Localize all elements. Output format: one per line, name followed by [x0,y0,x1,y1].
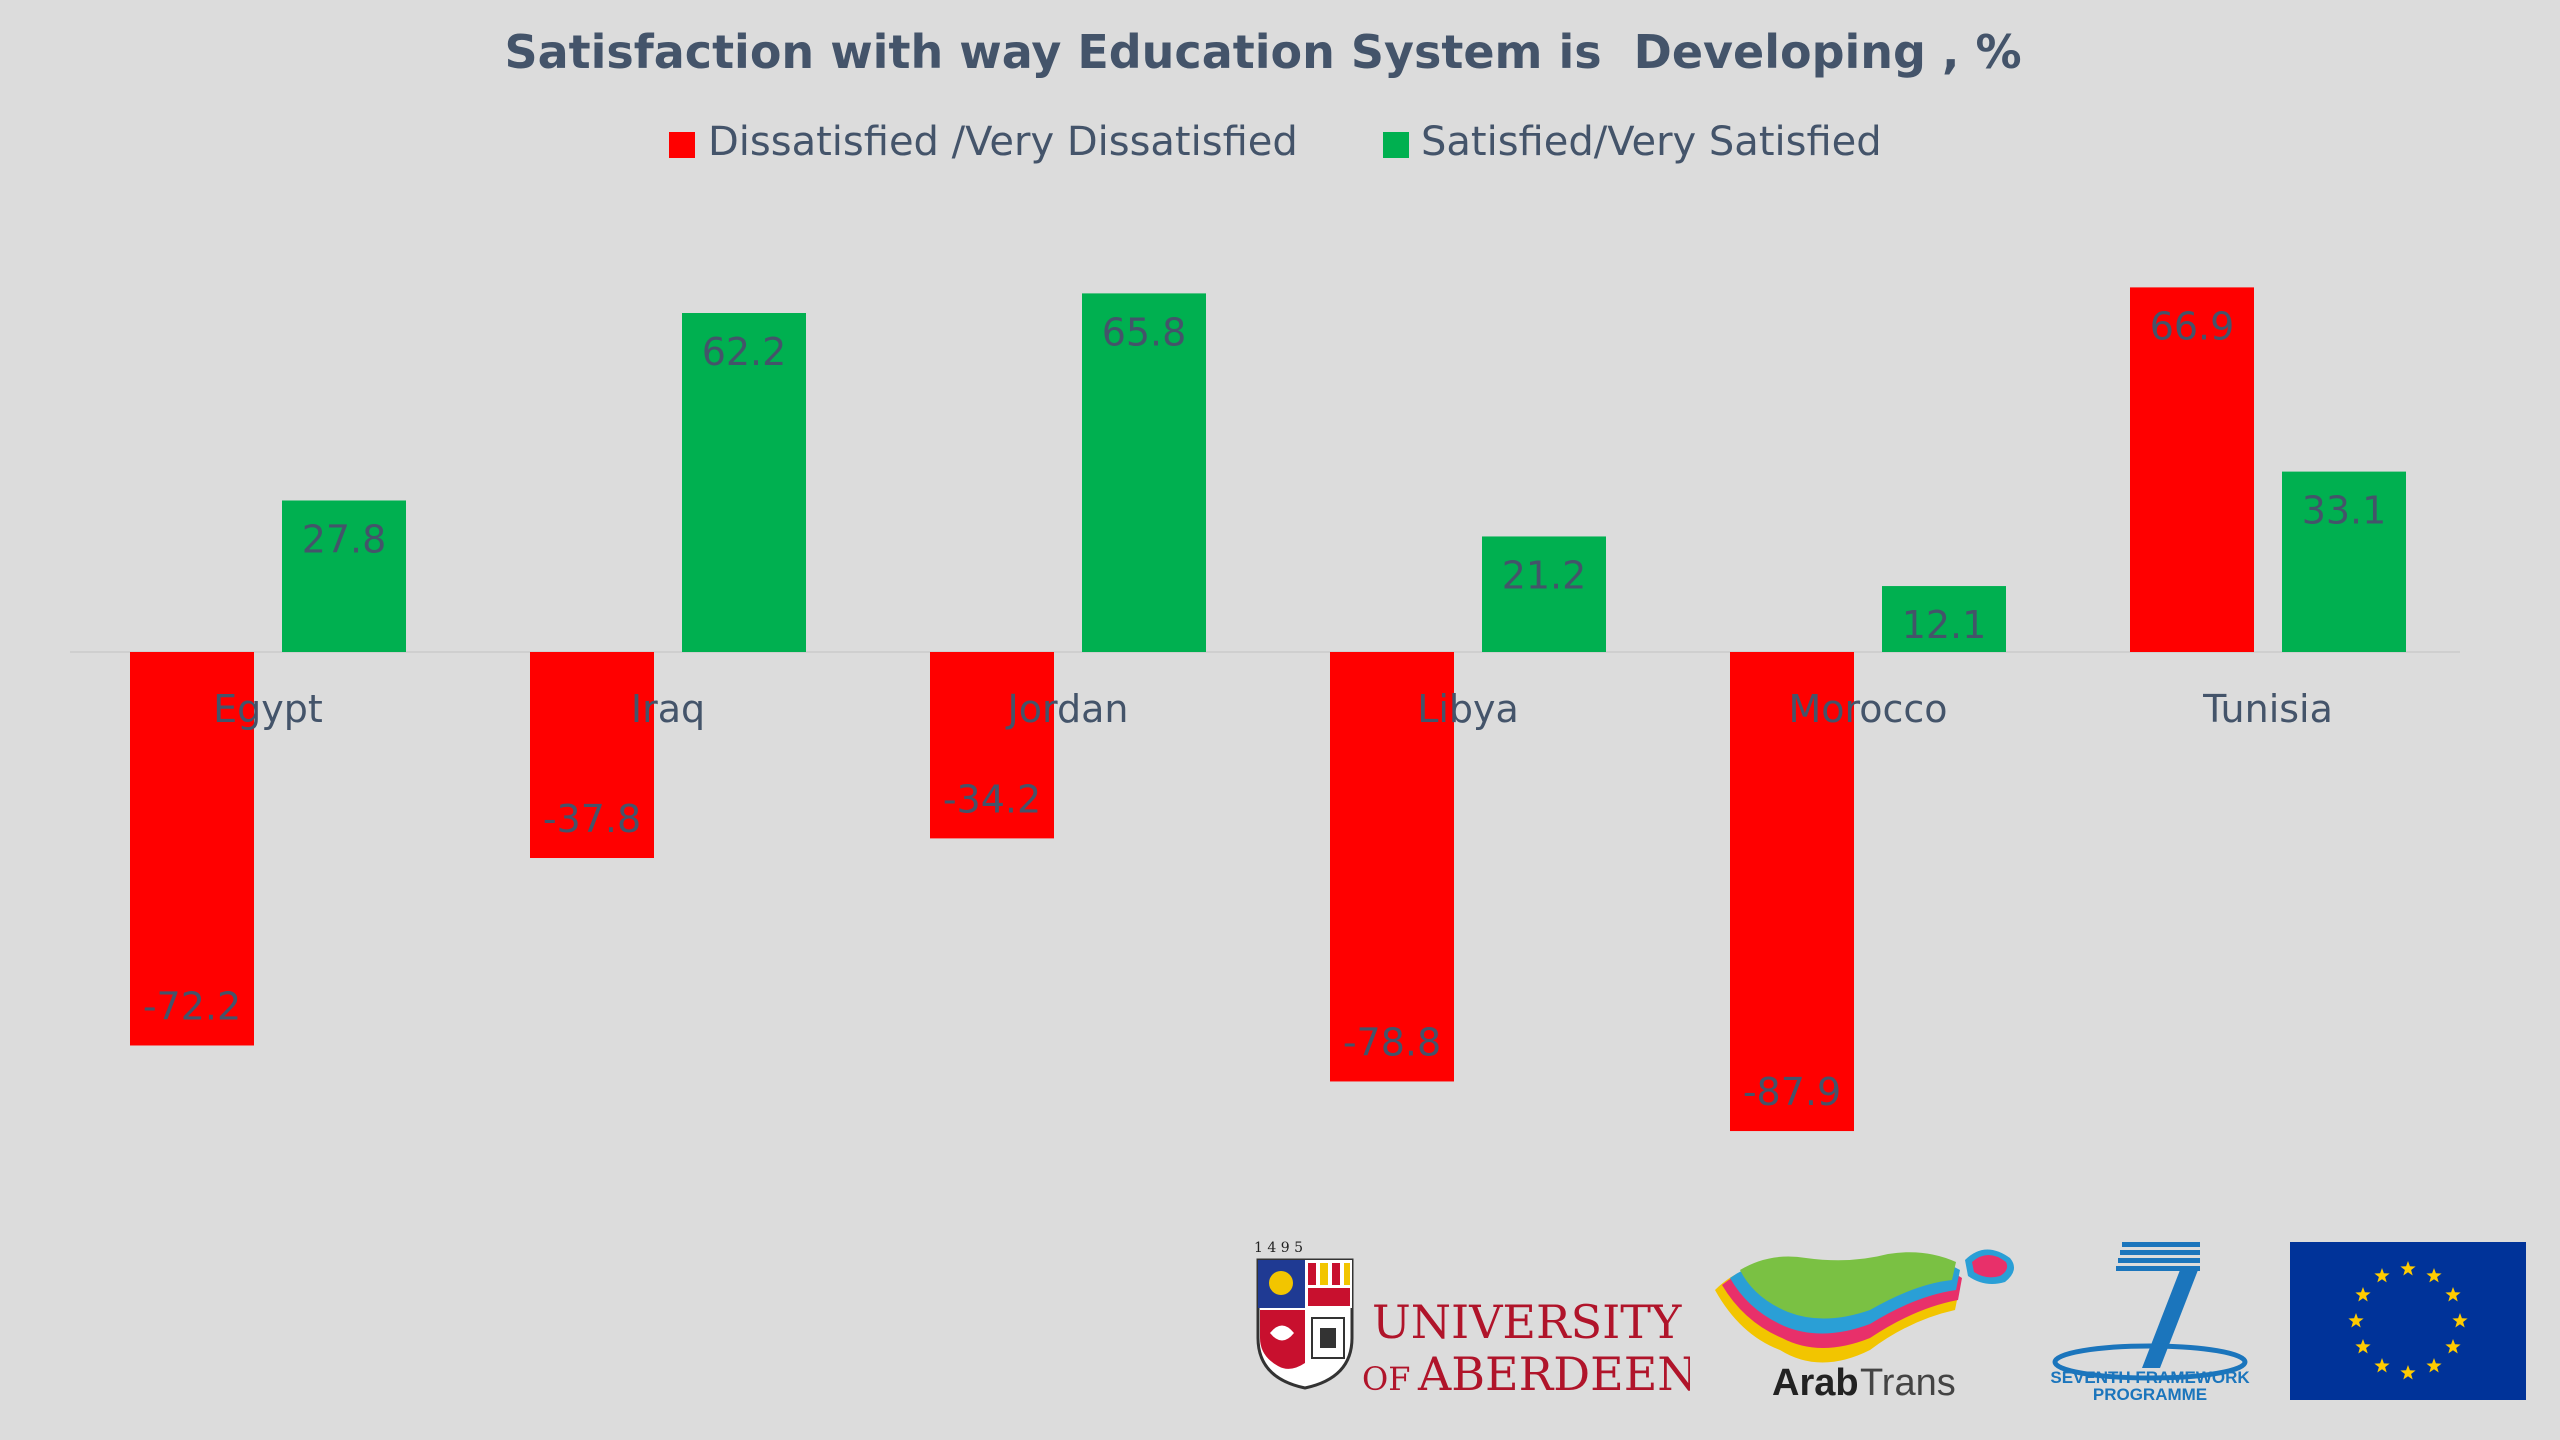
eu-star-icon [2355,1287,2371,1302]
eu-star-icon [2355,1339,2371,1354]
eu-star-icon [2445,1339,2461,1354]
chart-title: Satisfaction with way Education System i… [504,25,2021,79]
bar-libya-satisfied [1482,536,1606,652]
category-label-tunisia: Tunisia [2202,687,2333,731]
bar-morocco-dissatisfied [1730,652,1854,1132]
data-label-libya-satisfied: 21.2 [1502,553,1587,597]
data-label-jordan-dissatisfied: -34.2 [943,777,1041,821]
aberdeen-line2: ABERDEEN [1417,1347,1690,1401]
aberdeen-year: 1 4 9 5 [1254,1240,1303,1256]
bar-egypt-satisfied [282,500,406,652]
aberdeen-crest-icon [1256,1258,1354,1390]
bar-egypt-dissatisfied [130,652,254,1046]
category-label-egypt: Egypt [213,687,323,731]
legend-swatch-dissatisfied [669,132,695,158]
category-label-iraq: Iraq [631,687,705,731]
legend-label-dissatisfied: Dissatisfied /Very Dissatisfied [708,119,1298,165]
arabtrans-bold: Arab [1772,1362,1859,1404]
bar-tunisia-dissatisfied [2130,287,2254,652]
university-of-aberdeen-logo: 1 4 9 5 UNIVERSITY OF ABERDEEN [1254,1240,1690,1401]
seventh-framework-programme-logo: SEVENTH FRAMEWORK PROGRAMME [2050,1242,2250,1404]
eu-star-icon [2452,1313,2468,1328]
eu-star-icon [2445,1287,2461,1302]
bar-libya-dissatisfied [1330,652,1454,1082]
eu-star-icon [2426,1358,2442,1373]
data-label-tunisia-dissatisfied: 66.9 [2150,304,2235,348]
arabtrans-logo: Arab Trans [1715,1249,2014,1404]
data-label-iraq-satisfied: 62.2 [702,330,787,374]
eu-star-icon [2374,1358,2390,1373]
eu-star-icon [2374,1268,2390,1283]
bar-morocco-satisfied [1882,586,2006,652]
eu-star-icon [2400,1261,2416,1276]
data-label-morocco-dissatisfied: -87.9 [1743,1070,1841,1114]
data-label-iraq-dissatisfied: -37.8 [543,797,641,841]
category-label-jordan: Jordan [1006,687,1129,731]
eu-star-icon [2348,1313,2364,1328]
bar-iraq-satisfied [682,313,806,652]
arabtrans-map-icon [1715,1249,2014,1363]
fp7-line1: SEVENTH FRAMEWORK [2050,1368,2250,1387]
bar-jordan-satisfied [1082,293,1206,652]
data-label-jordan-satisfied: 65.8 [1102,310,1187,354]
data-label-egypt-satisfied: 27.8 [302,517,387,561]
arabtrans-light: Trans [1860,1362,1956,1404]
data-label-libya-dissatisfied: -78.8 [1343,1020,1441,1064]
bar-jordan-dissatisfied [930,652,1054,839]
data-label-morocco-satisfied: 12.1 [1902,603,1987,647]
legend-swatch-satisfied [1383,132,1409,158]
category-label-morocco: Morocco [1788,687,1947,731]
data-label-egypt-dissatisfied: -72.2 [143,984,241,1028]
eu-star-icon [2400,1365,2416,1380]
eu-star-icon [2426,1268,2442,1283]
data-label-tunisia-satisfied: 33.1 [2302,489,2387,533]
plot-area: Egypt Iraq Jordan Libya Morocco Tunisia -72.2 2… [70,287,2460,1132]
legend-label-satisfied: Satisfied/Very Satisfied [1421,119,1882,165]
bar-tunisia-satisfied [2282,471,2406,652]
category-label-libya: Libya [1417,687,1519,731]
eu-flag-icon [2290,1242,2526,1400]
legend: Dissatisfied /Very Dissatisfied Satisfie… [669,119,1882,165]
aberdeen-line2-of: OF [1362,1360,1410,1398]
aberdeen-line1: UNIVERSITY [1372,1295,1682,1349]
bar-iraq-dissatisfied [530,652,654,859]
fp7-line2: PROGRAMME [2093,1385,2207,1404]
fp7-seven-icon [2052,1242,2248,1381]
